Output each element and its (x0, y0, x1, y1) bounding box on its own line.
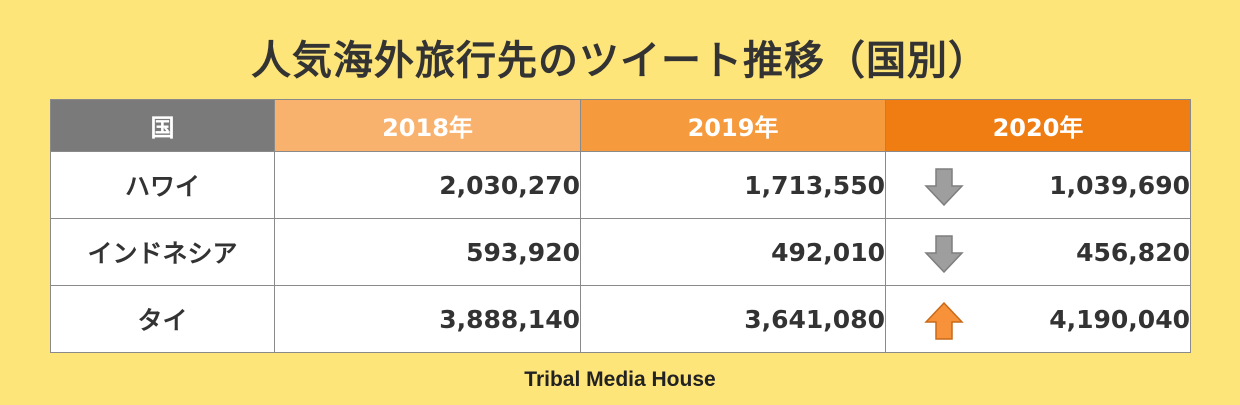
value-2018-cell: 593,920 (274, 218, 581, 286)
header-row: 国 2018年 2019年 2020年 (50, 99, 1191, 152)
country-cell: ハワイ (50, 151, 275, 219)
header-country: 国 (50, 99, 275, 152)
table-row: ハワイ 2,030,270 1,713,550 1,039,690 (50, 151, 1191, 219)
value-2020-cell: 1,039,690 (885, 151, 1191, 219)
header-2020: 2020年 (885, 99, 1191, 152)
table-row: インドネシア 593,920 492,010 456,820 (50, 218, 1191, 286)
value-2020-text: 4,190,040 (1049, 304, 1190, 334)
chart-title: 人気海外旅行先のツイート推移（国別） (251, 38, 989, 84)
value-2018-cell: 2,030,270 (274, 151, 581, 219)
value-2019-cell: 3,641,080 (580, 285, 886, 353)
value-2020-cell: 4,190,040 (885, 285, 1191, 353)
country-cell: タイ (50, 285, 275, 353)
table-row: タイ 3,888,140 3,641,080 4,190,040 (50, 285, 1191, 353)
arrow-up-icon (924, 302, 964, 340)
value-2018-cell: 3,888,140 (274, 285, 581, 353)
arrow-down-icon (924, 235, 964, 273)
value-2019-cell: 1,713,550 (580, 151, 886, 219)
header-2019: 2019年 (580, 99, 886, 152)
value-2020-cell: 456,820 (885, 218, 1191, 286)
value-2020-text: 1,039,690 (1049, 170, 1190, 200)
value-2020-text: 456,820 (1076, 237, 1190, 267)
tweet-table: 国 2018年 2019年 2020年 ハワイ 2,030,270 1,713,… (50, 99, 1191, 353)
value-2019-cell: 492,010 (580, 218, 886, 286)
arrow-down-icon (924, 168, 964, 206)
brand-footer: Tribal Media House (524, 368, 716, 391)
header-2018: 2018年 (274, 99, 581, 152)
country-cell: インドネシア (50, 218, 275, 286)
